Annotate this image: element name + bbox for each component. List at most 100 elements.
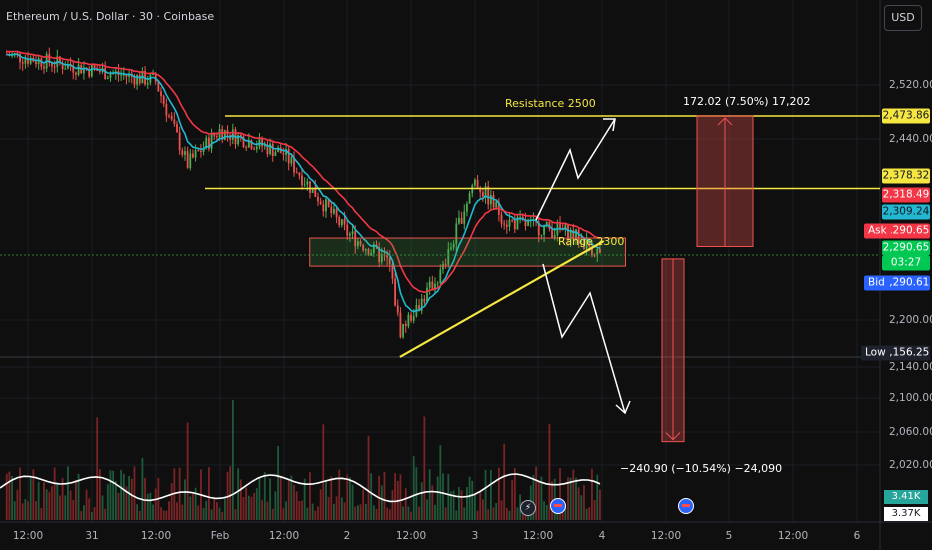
volume-bar: [67, 466, 69, 520]
candle-body: [338, 217, 341, 226]
candle-body: [176, 123, 178, 133]
candle-body: [508, 219, 511, 227]
short-measure-label: −240.90 (−10.54%) −24,090: [620, 462, 783, 475]
candle-body: [157, 81, 160, 92]
volume-bar: [245, 487, 248, 520]
volume-bar: [234, 509, 237, 520]
volume-bar: [229, 466, 232, 520]
candle-body: [327, 199, 330, 207]
candle-body: [436, 283, 439, 285]
candle-body: [186, 151, 189, 168]
candle-body: [210, 133, 213, 149]
volume-bar: [330, 476, 333, 520]
volume-bar: [202, 508, 205, 520]
bullish-projection-arrowhead: [603, 118, 616, 132]
volume-bar: [93, 506, 96, 520]
volume-bar: [428, 469, 431, 520]
volume-bar: [580, 495, 583, 520]
volume-bar: [40, 507, 43, 520]
us-flag-event-icon[interactable]: [550, 498, 566, 514]
volume-bar: [45, 489, 48, 520]
volume-bar: [471, 480, 474, 520]
candle-body: [205, 137, 208, 148]
candle-body: [468, 193, 471, 204]
volume-bar: [497, 467, 500, 520]
time-tick: 12:00: [268, 530, 300, 542]
candle-body: [274, 152, 277, 157]
volume-bar: [372, 505, 375, 520]
volume-bar: [59, 495, 61, 520]
volume-bar: [215, 502, 218, 520]
currency-button[interactable]: USD: [884, 5, 922, 31]
volume-bar: [404, 488, 407, 520]
volume-bar: [333, 503, 335, 520]
candle-body: [309, 181, 311, 193]
volume-bar: [564, 507, 567, 520]
price-tick: 2,140.00: [889, 361, 932, 373]
candle-body: [511, 219, 514, 221]
resistance-label: Resistance 2500: [505, 97, 596, 110]
volume-bar: [5, 473, 8, 520]
candle-body: [90, 64, 93, 77]
lightning-icon[interactable]: ⚡: [520, 500, 536, 516]
candle-body: [348, 233, 351, 236]
candle-body: [442, 263, 444, 270]
volume-bar: [130, 478, 133, 520]
candle-body: [372, 244, 375, 254]
volume-bar: [27, 501, 29, 520]
volume-bar: [285, 501, 287, 520]
symbol-title[interactable]: Ethereum / U.S. Dollar · 30 · Coinbase: [6, 10, 215, 23]
volume-bar: [176, 502, 178, 520]
candle-body: [396, 305, 399, 313]
candle-body: [455, 223, 458, 244]
volume-bar: [53, 467, 56, 520]
volume-bar: [511, 480, 514, 520]
volume-bar: [24, 499, 27, 520]
candle-body: [277, 147, 279, 153]
candle-body: [160, 91, 162, 97]
volume-bar: [56, 482, 59, 520]
volume-bar: [77, 473, 80, 520]
candle-body: [93, 64, 96, 69]
volume-bar: [444, 507, 447, 520]
candle-body: [322, 204, 325, 212]
bid-price-label: 2,290.61: [882, 275, 930, 291]
volume-bar: [359, 504, 362, 520]
volume-bar: [348, 477, 351, 520]
bearish-projection-arrowhead: [615, 400, 631, 415]
candle-body: [439, 269, 442, 284]
candle-body: [237, 134, 240, 145]
ema-teal-line: [6, 53, 601, 313]
candle-body: [588, 239, 591, 247]
candle-body: [580, 239, 583, 244]
volume-bar: [274, 491, 277, 520]
candle-body: [263, 144, 266, 147]
bullish-projection-arrow: [535, 118, 616, 221]
volume-bar: [11, 476, 13, 520]
candle-body: [242, 136, 245, 148]
candle-body: [61, 63, 64, 70]
candle-body: [255, 146, 258, 150]
volume-bar: [356, 505, 359, 520]
candle-body: [48, 53, 51, 64]
candle-body: [165, 104, 168, 116]
candle-body: [250, 140, 253, 149]
volume-bar: [423, 416, 426, 520]
time-tick: 12:00: [140, 530, 172, 542]
price-tick: 2,440.00: [889, 133, 932, 145]
volume-bar: [98, 469, 101, 520]
candle-body: [293, 157, 295, 173]
us-flag-event-icon[interactable]: [678, 498, 694, 514]
volume-bar: [106, 484, 109, 520]
candle-body: [303, 184, 306, 186]
volume-bar: [394, 473, 397, 520]
candle-body: [447, 249, 450, 265]
time-tick: 5: [725, 530, 733, 542]
volume-bar: [43, 482, 45, 520]
bearish-projection-arrow: [542, 263, 626, 414]
volume-bar: [8, 471, 11, 520]
candles: [5, 47, 601, 339]
volume-bar: [343, 502, 346, 520]
volume-bar: [290, 475, 293, 520]
